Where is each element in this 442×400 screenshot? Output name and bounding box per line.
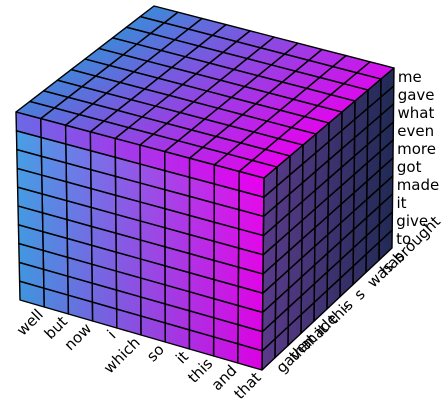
front-axis-label: well <box>13 306 47 340</box>
front-axis-label: which <box>100 334 144 378</box>
vertical-axis-label: give <box>396 212 428 230</box>
side-cell <box>378 229 393 261</box>
front-axis-label: i <box>104 327 120 343</box>
vertical-axis-label: to <box>396 230 411 248</box>
vertical-axis-label: made <box>397 176 440 194</box>
vertical-axis-label: it <box>397 194 407 212</box>
vertical-axis-label: even <box>397 122 434 140</box>
side-axis-label: s <box>351 285 369 303</box>
front-axis-label: it <box>172 347 192 367</box>
grid-cells <box>15 5 395 371</box>
front-axis-label: so <box>143 341 168 366</box>
vertical-axis-label: more <box>397 140 436 158</box>
vertical-axis-label: got <box>397 158 422 176</box>
vertical-axis-label: gave <box>398 86 435 104</box>
vertical-axis-label: what <box>398 104 435 122</box>
vertical-axis-label: me <box>398 68 422 86</box>
